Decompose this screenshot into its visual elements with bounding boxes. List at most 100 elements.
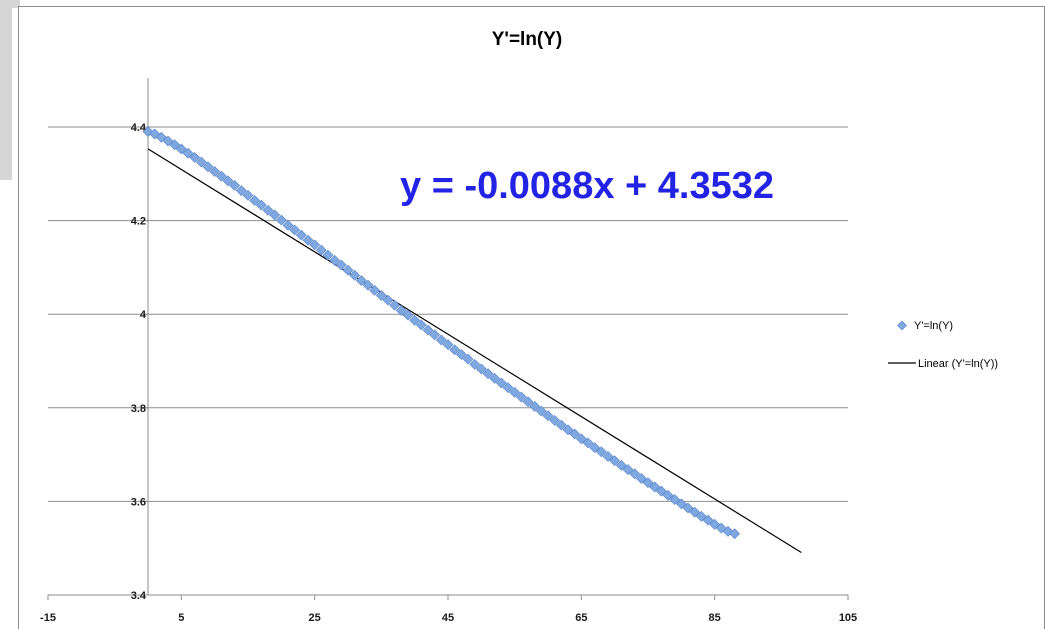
data-point [562, 424, 574, 436]
data-point [709, 518, 721, 530]
chart-title: Y'=ln(Y) [492, 29, 563, 50]
trendline [147, 148, 802, 554]
y-tick-label: 3.4 [131, 590, 147, 602]
data-point [642, 477, 654, 489]
data-point [222, 175, 234, 187]
data-point [542, 410, 554, 422]
data-point [489, 372, 501, 384]
y-tick-label: 4.2 [131, 216, 146, 228]
data-point [649, 481, 661, 493]
data-point [495, 377, 507, 389]
data-point [395, 305, 407, 316]
data-point [575, 433, 587, 445]
data-point [235, 185, 247, 197]
data-point [382, 294, 394, 306]
x-tick-labels: -15 5 25 45 65 85 105 [40, 612, 857, 624]
x-tick-label: 45 [442, 612, 454, 624]
data-point [509, 386, 521, 398]
data-point [195, 156, 207, 168]
data-point [315, 244, 327, 256]
data-point [449, 344, 461, 356]
legend: Y'=ln(Y) Linear (Y'=ln(Y)) [888, 320, 998, 370]
data-point [502, 382, 514, 394]
data-point [689, 506, 701, 518]
data-point [462, 353, 474, 365]
scatter-points [142, 126, 741, 540]
data-point [529, 400, 541, 412]
legend-marker-diamond-icon [897, 320, 907, 331]
data-point [609, 455, 621, 467]
data-point [515, 391, 527, 403]
chart-frame [18, 6, 1045, 629]
data-point [302, 234, 314, 246]
x-tick-label: 65 [575, 612, 587, 624]
y-tick-label: 3.6 [131, 496, 146, 508]
data-point [182, 147, 194, 159]
data-point [389, 299, 401, 311]
data-point [595, 446, 607, 458]
data-point [349, 269, 361, 281]
data-point [275, 214, 287, 226]
legend-label-trendline: Linear (Y'=ln(Y)) [918, 358, 998, 370]
x-tick-label: 105 [839, 612, 857, 624]
data-point [555, 419, 567, 431]
data-point [149, 128, 161, 140]
data-point [409, 314, 421, 326]
y-tick-label: 3.8 [131, 403, 146, 415]
data-point [669, 494, 681, 505]
data-point [322, 249, 334, 261]
data-point [675, 498, 687, 510]
data-point [622, 464, 634, 476]
data-point [629, 468, 641, 480]
data-point [702, 514, 714, 526]
data-point [175, 143, 187, 155]
data-point [415, 319, 427, 331]
axes [47, 78, 849, 600]
data-point [402, 309, 414, 321]
gridlines [48, 126, 848, 502]
equation-label: y = -0.0088x + 4.3532 [400, 165, 774, 207]
data-point [429, 329, 441, 341]
data-point [602, 451, 614, 462]
data-point [189, 151, 201, 163]
data-point [682, 502, 694, 514]
data-point [615, 459, 627, 471]
data-point [589, 442, 601, 454]
data-point [549, 415, 561, 426]
data-point [582, 437, 594, 449]
x-tick-label: 5 [178, 612, 184, 624]
data-point [289, 224, 301, 236]
y-tick-labels: 4.4 4.2 4 3.8 3.6 3.4 [131, 122, 147, 602]
data-point [535, 405, 547, 417]
x-tick-label: -15 [40, 612, 56, 624]
legend-label-series: Y'=ln(Y) [914, 320, 953, 332]
data-point [255, 199, 267, 211]
data-point [435, 334, 447, 346]
data-point [335, 259, 347, 271]
data-point [362, 279, 374, 291]
data-point [369, 284, 381, 296]
backdrop-shade [0, 0, 12, 180]
x-tick-label: 85 [709, 612, 721, 624]
data-point [635, 473, 647, 484]
y-tick-label: 4 [140, 309, 147, 321]
data-point [209, 166, 221, 177]
data-point [482, 368, 494, 380]
data-point [355, 275, 367, 286]
data-point [229, 180, 241, 191]
data-point [329, 254, 341, 266]
data-point [249, 195, 261, 206]
data-point [295, 229, 307, 241]
trendline-layer [147, 148, 802, 554]
backdrop-shade [12, 0, 20, 8]
data-point [282, 219, 294, 231]
data-point [662, 489, 674, 501]
data-point [469, 358, 481, 370]
x-tick-label: 25 [309, 612, 321, 624]
data-point [242, 189, 254, 201]
data-point [522, 396, 534, 408]
data-point [269, 209, 281, 221]
data-point [169, 139, 181, 151]
data-point [422, 324, 434, 336]
